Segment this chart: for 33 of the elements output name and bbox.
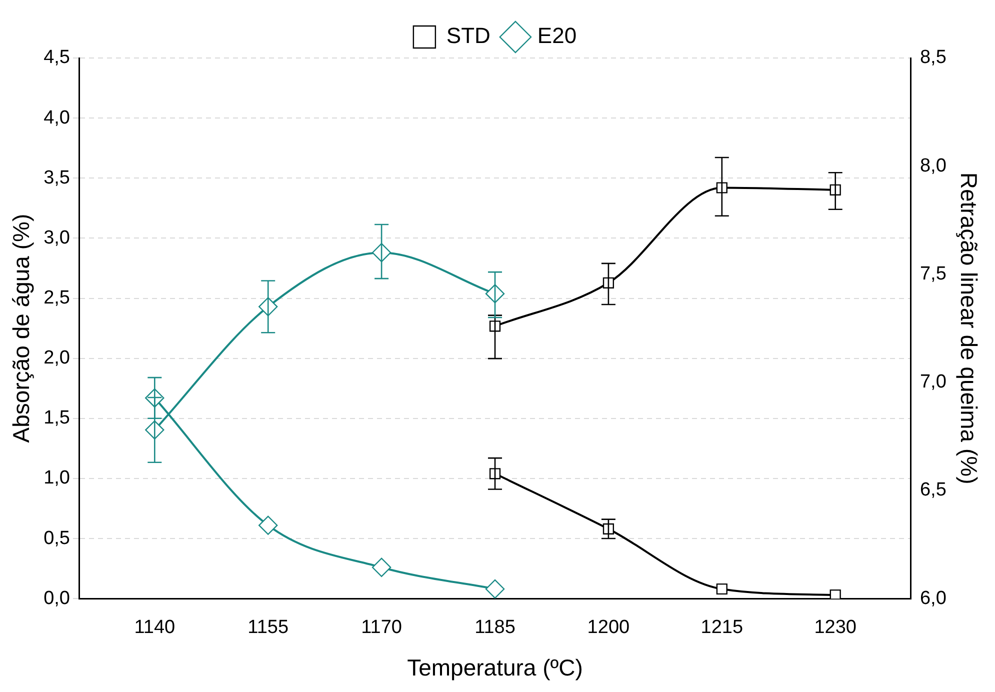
y2-tick-label: 8,5 — [920, 47, 946, 68]
y-tick-label: 3,5 — [44, 167, 70, 188]
y2-tick-label: 7,0 — [920, 372, 946, 393]
x-tick-label: 1200 — [587, 617, 630, 638]
point — [258, 516, 278, 535]
y2-tick-label: 6,0 — [920, 588, 946, 609]
point — [716, 583, 728, 595]
y2-tick-label: 8,0 — [920, 155, 946, 176]
y2-axis-title: Retração linear de queima (%) — [956, 172, 982, 484]
x-tick-label: 1140 — [134, 617, 176, 638]
legend-label: STD — [446, 23, 490, 48]
x-axis-title: Temperatura (ºC) — [407, 654, 583, 681]
x-tick-label: 1170 — [361, 617, 402, 638]
y2-tick-label: 6,5 — [920, 480, 946, 501]
y2-tick-label: 7,5 — [920, 263, 946, 284]
x-tick-label: 1155 — [248, 617, 289, 638]
y-tick-label: 0,5 — [44, 528, 70, 549]
x-tick-label: 1230 — [814, 617, 856, 638]
y-tick-label: 4,5 — [44, 47, 70, 68]
y-tick-label: 0,0 — [44, 588, 70, 609]
legend-label: E20 — [537, 23, 577, 48]
y-tick-label: 2,0 — [44, 348, 70, 369]
point — [485, 579, 505, 599]
y-tick-label: 1,5 — [44, 408, 70, 429]
y-tick-label: 3,0 — [44, 227, 70, 248]
y-tick-label: 4,0 — [44, 107, 70, 128]
x-tick-label: 1185 — [474, 617, 516, 638]
y-tick-label: 1,0 — [44, 468, 70, 489]
x-tick-label: 1215 — [700, 617, 744, 638]
y-tick-label: 2,5 — [44, 288, 70, 308]
point — [372, 558, 392, 577]
point — [830, 589, 841, 599]
y-axis-title: Absorção de água (%) — [8, 214, 34, 443]
